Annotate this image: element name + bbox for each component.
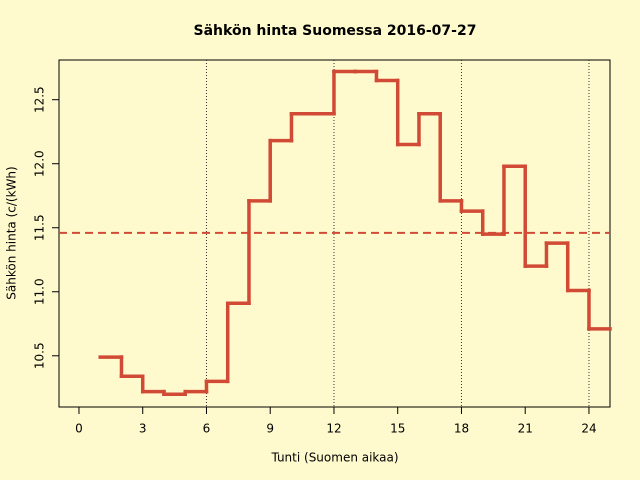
x-tick-label: 9 — [266, 422, 274, 436]
y-tick-label: 11.0 — [33, 278, 47, 305]
y-tick-label: 12.0 — [33, 150, 47, 177]
y-tick-label: 10.5 — [33, 342, 47, 369]
x-tick-label: 3 — [139, 422, 147, 436]
x-tick-label: 18 — [454, 422, 469, 436]
x-tick-label: 6 — [203, 422, 211, 436]
y-tick-label: 12.5 — [33, 86, 47, 113]
x-tick-label: 12 — [326, 422, 341, 436]
x-axis-label: Tunti (Suomen aikaa) — [270, 451, 398, 465]
y-axis-label: Sähkön hinta (c/(kWh) — [5, 166, 19, 299]
x-tick-label: 15 — [390, 422, 405, 436]
y-tick-label: 11.5 — [33, 214, 47, 241]
x-tick-label: 0 — [75, 422, 83, 436]
x-tick-label: 24 — [581, 422, 596, 436]
chart-title: Sähkön hinta Suomessa 2016-07-27 — [194, 23, 477, 39]
x-tick-label: 21 — [518, 422, 533, 436]
